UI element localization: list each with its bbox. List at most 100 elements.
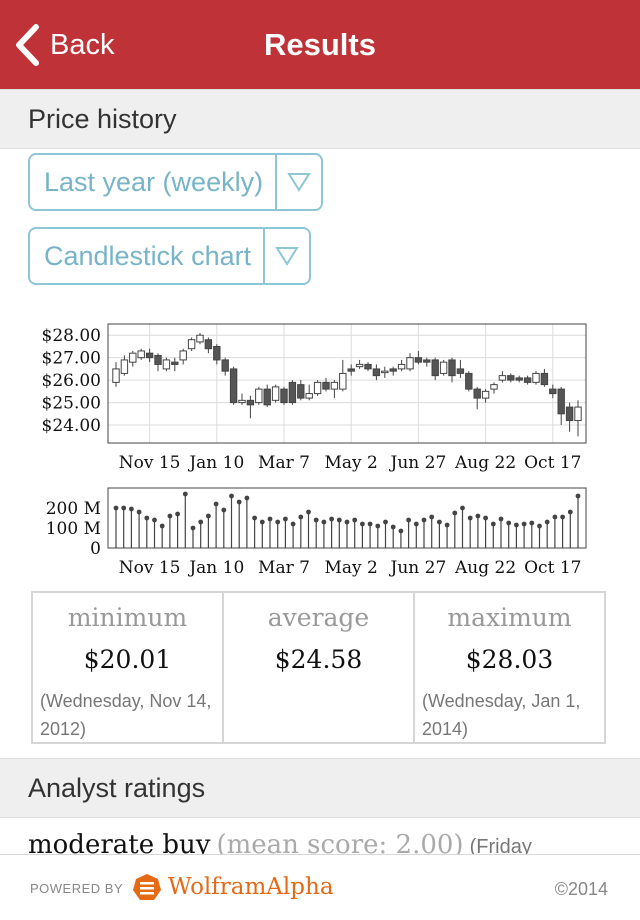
chevron-left-icon xyxy=(16,24,39,66)
candle-body xyxy=(448,359,456,377)
candle-body xyxy=(355,363,364,368)
volume-y-tick-label: 0 xyxy=(90,539,101,559)
candle-body xyxy=(322,381,330,390)
candle-body xyxy=(389,368,397,372)
candle-body xyxy=(414,357,423,363)
candle-body xyxy=(313,381,322,395)
volume-point xyxy=(275,519,281,525)
volume-point xyxy=(506,520,512,526)
volume-point xyxy=(229,493,234,499)
back-button[interactable]: Back xyxy=(14,20,114,70)
candle-body xyxy=(549,388,557,395)
volume-point xyxy=(244,495,250,501)
candle-body xyxy=(221,359,229,372)
volume-point xyxy=(213,501,219,507)
volume-x-tick-label: Mar 7 xyxy=(258,558,310,578)
triangle-down-icon xyxy=(275,155,321,209)
volume-point xyxy=(498,516,504,522)
candle-body xyxy=(271,386,280,401)
volume-point xyxy=(329,516,334,522)
volume-point xyxy=(182,491,188,497)
volume-point xyxy=(575,493,581,499)
candle-body xyxy=(120,359,129,374)
volume-x-tick-label: Nov 15 xyxy=(119,558,181,578)
brand-name[interactable]: WolframAlpha xyxy=(168,874,334,900)
volume-point xyxy=(190,525,196,531)
candle-body xyxy=(179,350,187,361)
volume-point xyxy=(406,517,411,523)
period-dropdown[interactable]: Last year (weekly) xyxy=(28,153,324,211)
volume-x-tick-label: Oct 17 xyxy=(524,558,581,578)
candle-body xyxy=(246,399,255,406)
volume-point xyxy=(306,509,311,515)
section-header-price-history: Price history xyxy=(0,89,640,149)
volume-point xyxy=(267,516,273,522)
candle-body xyxy=(288,381,297,404)
candle-body xyxy=(364,363,372,370)
chart-type-dropdown[interactable]: Candlestick chart xyxy=(28,227,312,285)
volume-point xyxy=(344,519,350,525)
price-x-tick-label: Mar 7 xyxy=(258,453,310,473)
volume-y-tick-label: 100 M xyxy=(46,519,101,539)
candle-body xyxy=(137,350,145,359)
candle-body xyxy=(187,339,196,350)
volume-point xyxy=(360,521,365,527)
volume-point xyxy=(560,514,565,520)
price-x-tick-label: Jan 10 xyxy=(187,453,244,473)
volume-point xyxy=(198,519,204,525)
volume-point xyxy=(413,521,419,527)
candle-body xyxy=(439,361,448,374)
price-x-tick-label: May 2 xyxy=(325,453,378,473)
candle-body xyxy=(112,368,120,383)
candle-body xyxy=(481,390,490,399)
volume-point xyxy=(429,514,435,520)
volume-point xyxy=(252,515,257,521)
candle-body xyxy=(330,381,339,390)
price-charts: $28.00 $27.00$26.00 $25.00$24.00 Nov 15 Jan … xyxy=(42,323,587,578)
price-x-tick-label: Jun 27 xyxy=(389,453,447,473)
section-header-analyst-ratings: Analyst ratings xyxy=(0,758,640,818)
volume-x-tick-label: Jun 27 xyxy=(389,558,447,578)
volume-point xyxy=(475,513,481,519)
candle-body xyxy=(498,375,507,381)
volume-point xyxy=(175,511,181,517)
volume-point xyxy=(121,505,127,511)
price-y-tick-label: $26.00 xyxy=(42,371,101,391)
volume-point xyxy=(521,521,527,527)
stat-minimum: minimum $20.01 (Wednesday, Nov 14, 2012) xyxy=(33,593,224,742)
price-y-tick-label: $28.00 xyxy=(42,326,101,346)
stat-label: average xyxy=(267,603,370,632)
chart-type-dropdown-label: Candlestick chart xyxy=(44,240,252,271)
candle-body xyxy=(204,339,213,350)
section-title: Analyst ratings xyxy=(28,773,206,803)
volume-point xyxy=(467,515,473,521)
powered-by-label: POWERED BY xyxy=(30,881,124,896)
price-x-tick-label: Oct 17 xyxy=(524,453,581,473)
volume-point xyxy=(159,523,165,529)
volume-x-tick-label: Jan 10 xyxy=(187,558,244,578)
volume-point xyxy=(529,520,535,526)
volume-point xyxy=(221,507,227,513)
candle-body xyxy=(532,372,540,383)
volume-point xyxy=(452,510,458,516)
volume-point xyxy=(444,522,450,528)
price-x-tick-label: Aug 22 xyxy=(454,453,516,473)
stat-maximum: maximum $28.03 (Wednesday, Jan 1, 2014) xyxy=(415,593,604,742)
volume-point xyxy=(483,515,488,521)
candle-body xyxy=(523,377,532,383)
candle-body xyxy=(565,406,574,422)
volume-point xyxy=(383,519,388,525)
candle-body xyxy=(229,368,238,404)
volume-point xyxy=(283,516,288,522)
nav-bar: Back Results xyxy=(0,0,640,90)
candle-body xyxy=(423,359,431,363)
candle-body xyxy=(574,406,582,422)
candle-body xyxy=(145,352,154,359)
candle-body xyxy=(557,388,565,415)
volume-point xyxy=(375,523,381,529)
candle-body xyxy=(465,372,473,390)
candle-body xyxy=(473,388,481,399)
volume-point xyxy=(567,509,573,515)
period-dropdown-label: Last year (weekly) xyxy=(44,166,264,197)
candle-body xyxy=(213,345,221,361)
